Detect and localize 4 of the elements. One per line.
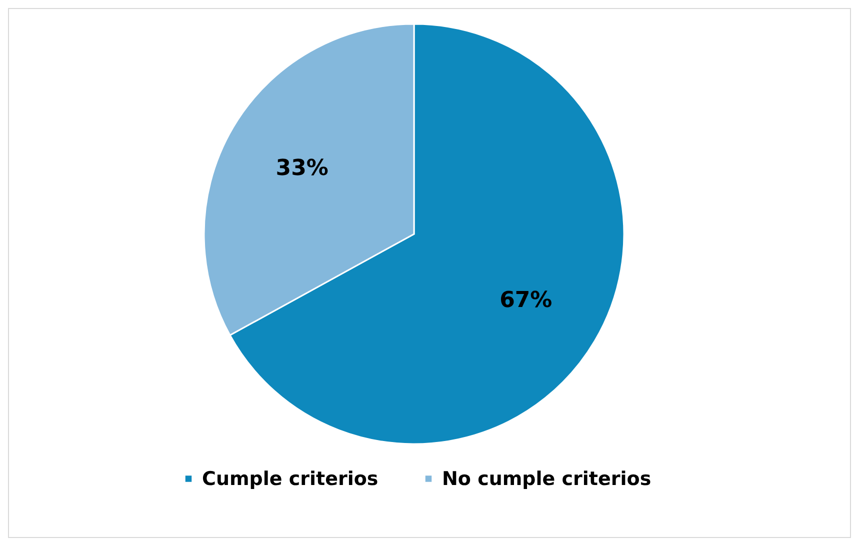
data-label: 67% [500,288,552,314]
legend-label: Cumple criterios [202,468,378,490]
data-label: 33% [276,156,328,181]
legend-label: No cumple criterios [442,468,652,490]
